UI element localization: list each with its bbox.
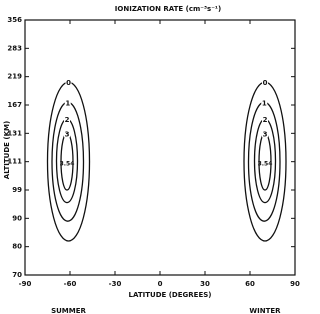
y-tick-label: 219 bbox=[7, 73, 22, 81]
label-gap bbox=[64, 129, 70, 138]
y-tick-label: 80 bbox=[12, 243, 22, 251]
contour-label: 1 bbox=[262, 99, 267, 107]
contour-label: 2 bbox=[65, 116, 70, 124]
x-tick-label: 90 bbox=[290, 280, 300, 288]
y-axis-label: ALTITUDE (KM) bbox=[3, 121, 11, 179]
x-tick-label: -60 bbox=[64, 280, 77, 288]
y-tick-label: 131 bbox=[7, 129, 22, 137]
label-gap bbox=[261, 98, 268, 107]
x-tick-label: 60 bbox=[245, 280, 255, 288]
x-tick-label: 30 bbox=[200, 280, 210, 288]
label-gap bbox=[64, 98, 71, 107]
contour-label: 3.54 bbox=[60, 160, 75, 167]
x-tick-label: 0 bbox=[158, 280, 163, 288]
x-tick-label: -90 bbox=[19, 280, 32, 288]
x-axis-label: LATITUDE (DEGREES) bbox=[129, 291, 212, 299]
y-tick-label: 90 bbox=[12, 214, 22, 222]
region-label: SUMMER bbox=[51, 307, 86, 314]
contour-label: 0 bbox=[263, 79, 268, 87]
region-label: WINTER bbox=[249, 307, 281, 314]
y-tick-label: 99 bbox=[12, 186, 22, 194]
y-tick-label: 356 bbox=[7, 16, 22, 24]
contour-label: 3 bbox=[263, 130, 268, 138]
contour-label: 0 bbox=[66, 79, 71, 87]
contour-label: 1 bbox=[65, 99, 70, 107]
x-tick-label: -30 bbox=[109, 280, 122, 288]
label-gap bbox=[262, 78, 268, 87]
contour-label: 2 bbox=[263, 116, 268, 124]
label-gap bbox=[64, 115, 70, 124]
y-tick-label: 70 bbox=[12, 271, 22, 279]
chart-title: IONIZATION RATE (cm⁻³s⁻¹) bbox=[115, 5, 221, 13]
contour-label: 3.54 bbox=[258, 160, 273, 167]
chart: IONIZATION RATE (cm⁻³s⁻¹) LATITUDE (DEGR… bbox=[3, 5, 300, 314]
y-tick-label: 167 bbox=[7, 101, 22, 109]
y-tick-label: 283 bbox=[7, 44, 22, 52]
contour-label: 3 bbox=[65, 130, 70, 138]
label-gap bbox=[262, 129, 268, 138]
y-tick-label: 111 bbox=[7, 158, 22, 166]
label-gap bbox=[65, 78, 72, 87]
label-gap bbox=[262, 115, 268, 124]
